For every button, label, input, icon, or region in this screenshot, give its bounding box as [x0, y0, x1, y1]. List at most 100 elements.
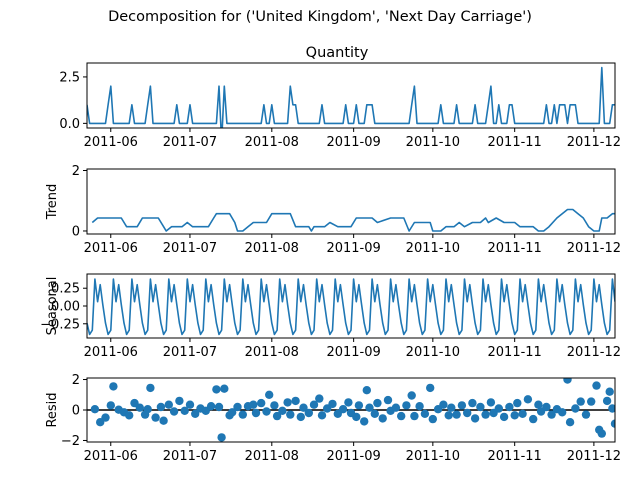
resid-point [220, 384, 229, 393]
trend-ylabel: Trend [45, 184, 60, 221]
resid-point [505, 402, 514, 412]
resid-point [439, 400, 448, 409]
quantity-panel: 0.0 2.5 2011-06 2011-07 2011-08 2011-09 2011-1… [59, 62, 621, 150]
resid-plot-area [87, 378, 615, 442]
quantity-xtick-label: 2011-09 [326, 135, 380, 150]
resid-point [481, 410, 490, 419]
resid-point [278, 406, 287, 415]
resid-point [214, 402, 224, 412]
resid-point [402, 401, 411, 410]
resid-point [265, 390, 274, 399]
seasonal-ylabel: Seasonal [45, 277, 60, 336]
resid-xtick-label: 2011-06 [84, 449, 138, 464]
seasonal-xtick-label: 2011-12 [567, 345, 621, 360]
resid-point [494, 404, 503, 413]
resid-panel: 2 0 −2 2011-06 2011-07 2011-08 2011-09 2011-10 2… [45, 373, 621, 464]
resid-point [415, 402, 424, 411]
resid-point [191, 409, 200, 418]
quantity-panel-title: Quantity [306, 45, 369, 61]
resid-point [391, 403, 401, 412]
resid-point [217, 433, 226, 442]
seasonal-xtick-label: 2011-10 [406, 345, 460, 360]
resid-point [262, 407, 271, 416]
resid-point [328, 399, 337, 409]
resid-point [410, 411, 419, 421]
trend-xtick-label: 2011-09 [326, 241, 380, 256]
resid-point [296, 412, 305, 422]
resid-point [90, 405, 100, 414]
resid-point [299, 403, 308, 412]
resid-point [610, 419, 615, 428]
resid-xtick-label: 2011-09 [326, 449, 380, 464]
resid-point [529, 414, 538, 424]
quantity-xtick-label: 2011-07 [163, 135, 217, 150]
resid-point [518, 409, 527, 418]
resid-point [397, 411, 406, 421]
resid-xtick-label: 2011-12 [567, 449, 621, 464]
resid-point [547, 410, 556, 419]
resid-point [101, 413, 110, 422]
resid-point [344, 398, 353, 407]
resid-point [143, 405, 152, 414]
resid-point [513, 398, 522, 408]
resid-point [283, 398, 292, 407]
resid-point [233, 402, 242, 412]
resid-xtick-label: 2011-11 [488, 449, 542, 464]
trend-series-line [91, 208, 615, 232]
resid-point [106, 401, 116, 410]
resid-point [426, 383, 435, 393]
resid-point [457, 401, 467, 410]
resid-ylabel: Resid [45, 392, 60, 427]
resid-point [317, 411, 327, 420]
resid-ytick-label: −2 [61, 434, 80, 449]
resid-point [597, 429, 606, 438]
resid-point [365, 403, 374, 412]
resid-point [558, 408, 567, 417]
resid-point [373, 398, 382, 408]
resid-point [452, 410, 461, 419]
resid-point [354, 401, 364, 410]
trend-xtick-label: 2011-12 [567, 241, 621, 256]
resid-xtick-label: 2011-07 [163, 449, 217, 464]
quantity-xtick-label: 2011-08 [245, 135, 299, 150]
resid-point [249, 400, 258, 409]
trend-xtick-label: 2011-06 [84, 241, 138, 256]
resid-point [304, 408, 313, 418]
resid-point [315, 394, 324, 403]
resid-point [420, 409, 430, 418]
resid-point [383, 395, 393, 405]
resid-point [428, 414, 437, 424]
resid-point [257, 398, 266, 408]
resid-point [125, 411, 134, 420]
quantity-xtick-label: 2011-10 [406, 135, 460, 150]
resid-point [576, 397, 585, 406]
quantity-plot-area [87, 66, 615, 128]
resid-point [109, 382, 118, 391]
resid-point [468, 398, 477, 408]
decomposition-panels: 0.0 2.5 2011-06 2011-07 2011-08 2011-09 2011-1… [40, 62, 621, 464]
resid-point [251, 408, 261, 418]
resid-point [338, 405, 348, 414]
resid-point [175, 396, 184, 406]
trend-xtick-label: 2011-07 [163, 241, 217, 256]
resid-point [228, 408, 237, 417]
seasonal-xtick-label: 2011-07 [163, 345, 217, 360]
resid-point [156, 402, 166, 412]
resid-point [212, 385, 221, 394]
seasonal-series-line [87, 278, 615, 336]
resid-point [272, 411, 282, 421]
resid-point [605, 387, 614, 396]
resid-point [542, 402, 551, 412]
trend-plot-area [91, 208, 615, 232]
trend-xtick-label: 2011-10 [406, 241, 460, 256]
quantity-series-line [87, 66, 615, 128]
quantity-axes-frame [86, 62, 616, 129]
resid-point [151, 413, 160, 422]
seasonal-ytick-label: −0.25 [40, 317, 80, 332]
resid-xtick-label: 2011-08 [245, 449, 299, 464]
resid-point [185, 400, 195, 409]
resid-point [180, 406, 189, 415]
quantity-xtick-label: 2011-06 [84, 135, 138, 150]
trend-xtick-label: 2011-08 [245, 241, 299, 256]
